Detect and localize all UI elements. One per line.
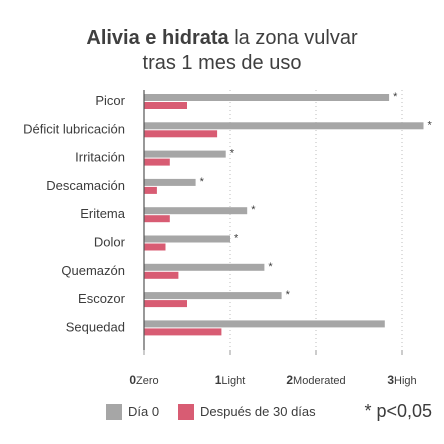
bar-after bbox=[144, 300, 187, 308]
bar-day0 bbox=[144, 122, 424, 130]
x-tick-word: Light bbox=[221, 375, 245, 387]
legend-swatch-after bbox=[178, 404, 194, 420]
bar-after bbox=[144, 271, 179, 279]
bar-day0 bbox=[144, 235, 230, 243]
title-bold: Alivia e hidrata bbox=[86, 27, 229, 49]
x-tick-number: 3 bbox=[387, 373, 394, 387]
title-rest: la zona vulvar bbox=[228, 27, 358, 49]
x-tick-word: Moderated bbox=[293, 375, 346, 387]
bar-day0 bbox=[144, 207, 248, 215]
significance-marker: * bbox=[286, 289, 291, 301]
category-label: Sequedad bbox=[66, 319, 125, 334]
title-line-2: tras 1 mes de uso bbox=[142, 52, 302, 74]
x-tick-number: 0 bbox=[129, 373, 136, 387]
bar-after bbox=[144, 243, 166, 251]
category-label: Dolor bbox=[94, 235, 126, 250]
x-tick-label: 1Light bbox=[215, 373, 246, 387]
bar-after bbox=[144, 328, 222, 336]
category-label: Déficit lubricación bbox=[23, 121, 125, 136]
legend-label-after: Después de 30 días bbox=[200, 404, 316, 419]
bar-day0 bbox=[144, 94, 390, 101]
category-label: Quemazón bbox=[61, 263, 125, 278]
x-tick-number: 1 bbox=[215, 373, 222, 387]
category-label: Descamación bbox=[46, 178, 125, 193]
category-label: Irritación bbox=[75, 150, 125, 165]
category-label: Escozor bbox=[78, 291, 126, 306]
title-line-1: Alivia e hidrata la zona vulvar bbox=[0, 26, 444, 51]
legend: Día 0 Después de 30 días * p<0,05 bbox=[98, 398, 438, 426]
bar-day0 bbox=[144, 178, 196, 186]
significance-marker: * bbox=[268, 261, 273, 273]
significance-marker: * bbox=[393, 91, 398, 103]
x-tick-label: 2Moderated bbox=[286, 373, 345, 387]
x-tick-word: High bbox=[394, 375, 417, 387]
category-label: Eritema bbox=[80, 206, 126, 221]
legend-swatch-day0 bbox=[106, 404, 122, 420]
bar-after bbox=[144, 186, 157, 194]
significance-marker: * bbox=[230, 148, 235, 160]
x-tick-number: 2 bbox=[286, 373, 293, 387]
significance-marker: * bbox=[251, 204, 256, 216]
legend-label-day0: Día 0 bbox=[128, 404, 160, 419]
bar-after bbox=[144, 158, 170, 166]
significance-marker: * bbox=[200, 176, 205, 188]
significance-marker: * bbox=[234, 233, 239, 245]
bar-day0 bbox=[144, 292, 282, 300]
bar-day0 bbox=[144, 150, 226, 158]
x-tick-word: Zero bbox=[136, 375, 159, 387]
x-tick-label: 0Zero bbox=[129, 373, 158, 387]
x-tick-label: 3High bbox=[387, 373, 416, 387]
bar-day0 bbox=[144, 263, 265, 271]
bar-day0 bbox=[144, 320, 385, 328]
bar-after bbox=[144, 215, 170, 223]
chart-title: Alivia e hidrata la zona vulvar tras 1 m… bbox=[0, 26, 444, 76]
significance-marker: * bbox=[428, 119, 433, 131]
category-label: Picor bbox=[95, 93, 125, 108]
bar-after bbox=[144, 102, 187, 109]
significance-footnote: * p<0,05 bbox=[364, 401, 432, 421]
bar-after bbox=[144, 130, 218, 138]
